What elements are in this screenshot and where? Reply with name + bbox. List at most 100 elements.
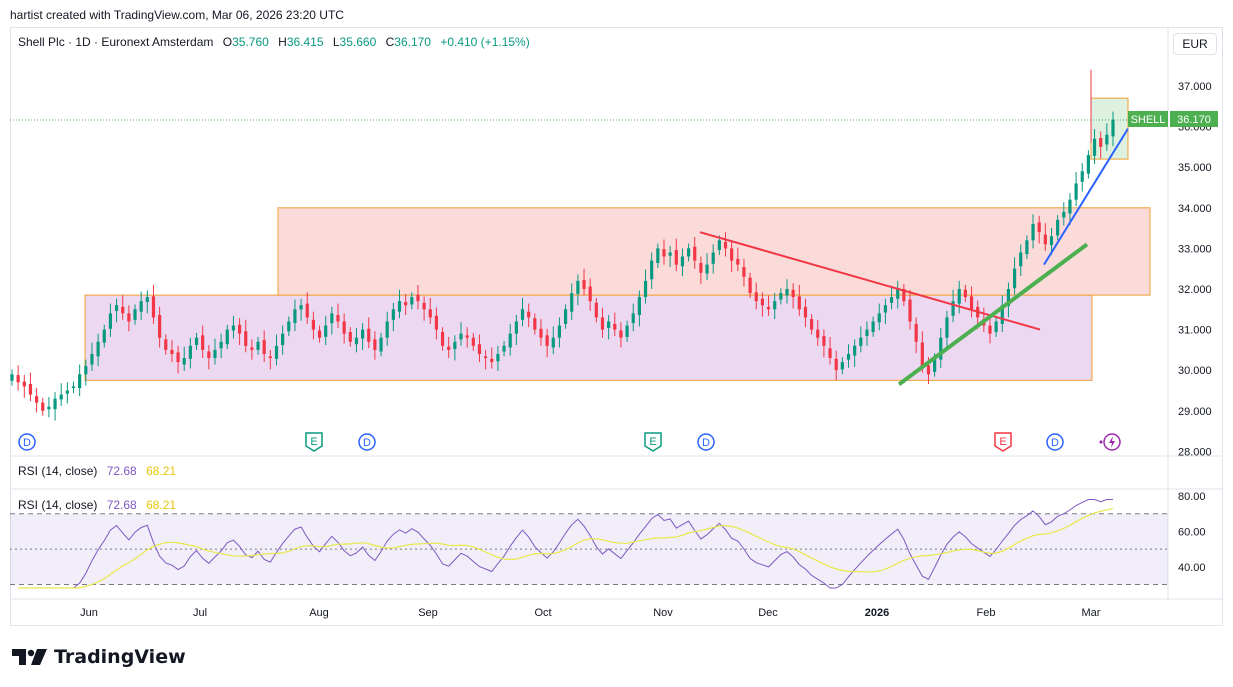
candle-body <box>324 325 328 337</box>
candle-body <box>1031 224 1035 241</box>
candle-body <box>133 309 137 320</box>
candle-body <box>748 277 752 294</box>
candle-body <box>859 337 863 346</box>
rsi-title: RSI (14, close) <box>18 464 97 478</box>
candle-body <box>102 329 106 343</box>
candle-body <box>631 313 635 324</box>
candle-body <box>1099 137 1103 147</box>
candle-body <box>643 280 648 298</box>
candle-body <box>391 309 395 320</box>
price-axis-label: 30.000 <box>1178 365 1212 377</box>
candle-body <box>668 252 672 256</box>
candle-body <box>736 258 740 265</box>
candle-body <box>576 280 580 294</box>
candle-body <box>933 358 937 372</box>
candle-body <box>490 358 494 363</box>
candle-body <box>367 328 371 342</box>
rsi-ma-value: 68.21 <box>146 464 176 478</box>
candle-body <box>791 289 795 298</box>
candle-body <box>834 358 838 371</box>
price-axis-label: 28.000 <box>1178 446 1212 458</box>
rsi-pane: 80.00 60.00 40.00 <box>10 491 1206 589</box>
candle-body <box>287 321 291 332</box>
trendline-support[interactable] <box>897 242 1089 387</box>
candle-body <box>170 349 174 354</box>
candle-body <box>1092 138 1097 156</box>
candle-body <box>336 314 340 322</box>
candle-body <box>194 337 199 346</box>
candle-body <box>520 309 525 320</box>
candle-body <box>305 303 309 318</box>
candle-body <box>527 311 531 318</box>
candle-body <box>471 337 475 346</box>
breakout-box[interactable] <box>1090 97 1129 160</box>
candle-body <box>59 394 63 400</box>
dividend-event-icon[interactable]: D <box>1046 433 1064 451</box>
legend-o-label: O <box>223 35 232 49</box>
rsi-ma-value-2: 68.21 <box>146 498 176 512</box>
candle-body <box>902 289 906 302</box>
dividend-event-icon[interactable]: D <box>18 433 36 451</box>
candle-body <box>957 289 961 304</box>
svg-text:D: D <box>363 437 371 449</box>
candle-body <box>563 309 568 324</box>
candle-body <box>773 301 777 310</box>
candle-body <box>717 240 721 251</box>
time-axis-label: Jul <box>193 607 207 619</box>
candle-body <box>662 249 666 257</box>
earnings-event-icon[interactable]: E <box>644 432 662 452</box>
candle-body <box>1043 234 1047 245</box>
candle-body <box>680 256 685 267</box>
tradingview-logo-icon <box>12 649 47 665</box>
dividend-event-icon[interactable]: D <box>358 433 376 451</box>
candle-body <box>158 314 162 338</box>
candle-body <box>268 356 272 359</box>
candle-body <box>496 353 500 362</box>
candle-body <box>699 263 703 273</box>
candle-body <box>871 321 875 333</box>
svg-text:E: E <box>310 436 317 448</box>
candle-body <box>311 319 315 330</box>
candle-body <box>514 321 518 334</box>
candle-body <box>127 313 131 322</box>
rsi-legend-collapsed[interactable]: RSI (14, close) 72.68 68.21 <box>18 464 176 478</box>
candle-body <box>840 362 844 370</box>
resistance-box[interactable] <box>277 207 1151 296</box>
candle-body <box>588 286 592 302</box>
candle-body <box>945 317 949 338</box>
candle-body <box>207 351 211 359</box>
candle-body <box>650 260 654 280</box>
candle-body <box>188 345 192 359</box>
candle-body <box>65 390 69 394</box>
legend-l-label: L <box>333 35 340 49</box>
trendline-down[interactable] <box>699 231 1041 331</box>
tradingview-logo[interactable]: TradingView <box>12 646 186 668</box>
price-axis-label: 33.000 <box>1178 243 1212 255</box>
candle-body <box>262 340 266 354</box>
candle-body <box>1068 199 1072 214</box>
candle-body <box>342 321 346 334</box>
earnings-event-icon[interactable]: E <box>994 432 1012 452</box>
candle-body <box>896 289 900 299</box>
currency-button[interactable]: EUR <box>1173 33 1217 55</box>
rsi-axis-label: 60.00 <box>1178 526 1206 538</box>
price-tag-value: 36.170 <box>1177 114 1211 126</box>
trendline-steep[interactable] <box>1043 128 1129 266</box>
dividend-event-icon[interactable]: D <box>697 433 715 451</box>
svg-text:D: D <box>702 437 710 449</box>
candle-body <box>865 329 869 337</box>
price-axis-label: 29.000 <box>1178 406 1212 418</box>
candle-body <box>803 306 808 318</box>
candle-body <box>84 366 88 375</box>
earnings-event-icon[interactable]: E <box>305 432 323 452</box>
candle-body <box>723 241 728 249</box>
candle-body <box>1105 134 1109 145</box>
split-flash-event-icon[interactable] <box>1099 433 1121 451</box>
rsi-legend[interactable]: RSI (14, close) 72.68 68.21 <box>18 498 176 512</box>
candle-body <box>963 289 967 298</box>
candle-body <box>607 321 611 328</box>
candle-body <box>244 331 248 346</box>
price-axis-label: 34.000 <box>1178 203 1212 215</box>
